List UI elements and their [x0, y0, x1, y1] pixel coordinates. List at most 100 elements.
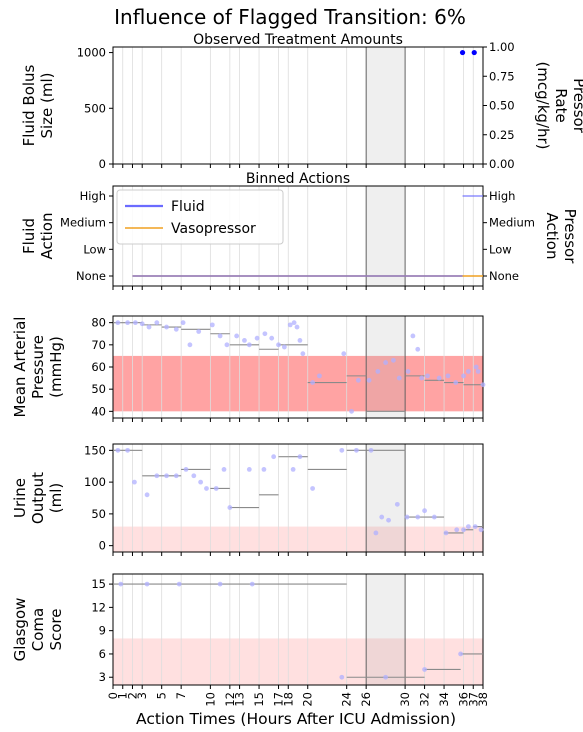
data-point	[339, 674, 345, 680]
panel-0: Observed Treatment Amounts 0 500 1000 0.00 0.…	[20, 32, 583, 171]
y-tick-label: 50	[91, 507, 106, 521]
data-point	[213, 486, 219, 491]
data-point	[425, 373, 430, 379]
data-point	[431, 514, 437, 520]
data-point	[405, 369, 411, 374]
y-tick-label: High	[80, 189, 106, 203]
y-axis-label-line: Mean Arterial	[11, 317, 29, 418]
data-point	[234, 333, 240, 339]
y-axis-label-line: Output	[29, 472, 47, 524]
data-point	[191, 473, 197, 479]
data-point	[132, 479, 137, 485]
x-axis-label: Action Times (Hours After ICU Admission)	[136, 710, 456, 728]
y-axis-label-line: Fluid	[20, 218, 38, 254]
data-point	[422, 508, 427, 514]
panel-2: 40 50 60 70 80 Mean Arterial Pressure (mmHg)	[11, 315, 486, 422]
data-point	[291, 320, 297, 326]
data-point	[366, 377, 372, 383]
data-point	[290, 467, 296, 472]
legend-vasopressor-label: Vasopressor	[171, 221, 256, 237]
data-point	[187, 342, 193, 348]
legend: Fluid Vasopressor	[116, 189, 284, 245]
data-point	[297, 337, 303, 343]
data-point	[473, 364, 479, 370]
y-right-tick-label: 0.75	[489, 69, 515, 83]
data-point	[415, 514, 421, 520]
data-point	[404, 514, 410, 520]
flagged-window	[365, 46, 406, 165]
y-tick-label: 0	[99, 539, 106, 553]
normal-range-band	[113, 526, 483, 552]
data-point	[176, 581, 182, 587]
data-point	[254, 335, 260, 341]
data-point	[198, 479, 204, 485]
x-tick-label: 5	[155, 692, 169, 699]
data-point	[242, 337, 247, 343]
y-tick-label: 1000	[77, 46, 106, 60]
fluid-bolus-point	[471, 49, 477, 56]
y-axis-label-line: Size (ml)	[38, 72, 56, 138]
x-tick-label: 1	[116, 692, 130, 699]
data-point	[269, 335, 275, 341]
y-tick-label: 100	[84, 475, 106, 489]
y-right-axis-label-line: Pressor	[561, 209, 579, 265]
data-point	[281, 344, 287, 350]
data-point	[480, 382, 486, 388]
y-tick-label: 6	[99, 647, 106, 661]
data-point	[139, 321, 145, 327]
y-right-tick-label: 0.50	[489, 99, 515, 113]
panels-group: Observed Treatment Amounts050010000.000.…	[11, 32, 583, 707]
data-point	[180, 320, 186, 326]
panel-1: Binned Actions None None Low Low Medium Medium…	[20, 171, 579, 290]
x-tick-label: 15	[252, 692, 266, 707]
data-point	[164, 324, 169, 330]
data-point	[118, 581, 124, 587]
data-point	[391, 357, 396, 363]
data-point	[379, 514, 385, 520]
y-right-tick-label: Low	[489, 242, 512, 256]
y-axis-label-line: Fluid Bolus	[20, 64, 38, 146]
data-point	[349, 408, 354, 414]
data-point	[472, 524, 478, 529]
data-point	[465, 369, 471, 374]
data-point	[246, 342, 252, 348]
data-point	[154, 473, 160, 479]
data-point	[146, 324, 152, 330]
data-point	[375, 369, 381, 374]
y-tick-label: 12	[91, 600, 106, 614]
axes-frame	[112, 573, 484, 686]
y-axis-label-line: Coma	[29, 608, 47, 651]
data-point	[204, 486, 209, 491]
y-axis-label-line: Score	[47, 608, 65, 650]
data-point	[410, 333, 416, 339]
x-tick-label: 20	[301, 692, 315, 707]
data-point	[294, 324, 300, 330]
data-point	[246, 467, 252, 472]
x-tick-label: 26	[359, 692, 373, 707]
data-point	[144, 492, 150, 498]
x-tick-label: 12	[223, 692, 237, 707]
data-point	[227, 505, 233, 510]
axes-frame	[112, 46, 484, 165]
data-point	[422, 667, 427, 672]
x-tick-label: 18	[281, 692, 295, 707]
data-point	[196, 329, 202, 334]
data-point	[287, 322, 293, 328]
chart-title: Influence of Flagged Transition: 6%	[114, 5, 466, 29]
data-point	[217, 581, 223, 587]
y-axis-label-line: (mmHg)	[47, 336, 65, 398]
data-point	[355, 377, 361, 383]
x-tick-label: 34	[437, 692, 451, 707]
y-tick-label: 80	[91, 316, 106, 330]
y-right-axis-label-line: Action	[543, 213, 561, 260]
y-right-tick-label: 1.00	[489, 40, 515, 54]
y-tick-label: Medium	[60, 216, 106, 230]
y-tick-label: 40	[91, 404, 106, 418]
data-point	[354, 447, 359, 453]
data-point	[261, 467, 267, 472]
y-right-tick-label: 0.00	[489, 157, 515, 171]
x-tick-label: 2	[125, 692, 139, 699]
data-point	[310, 380, 316, 385]
y-axis-label-line: Action	[38, 213, 56, 260]
data-point	[300, 351, 306, 357]
